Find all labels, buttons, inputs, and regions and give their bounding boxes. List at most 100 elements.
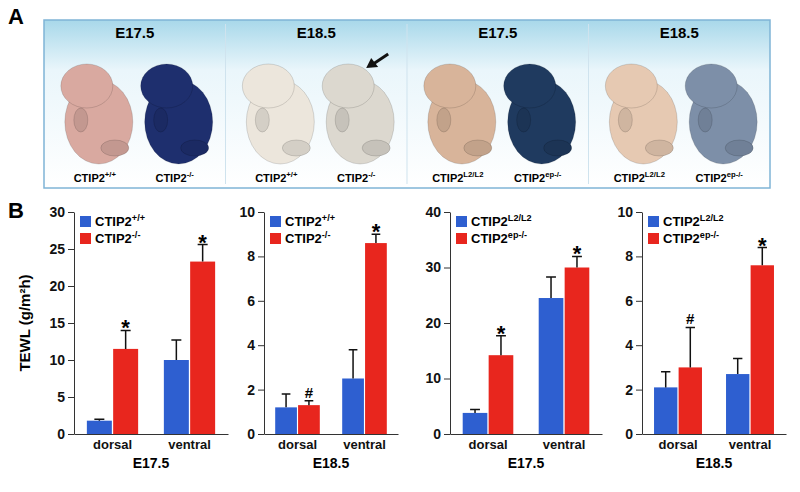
sample-label: CTIP2ep-/- (695, 170, 743, 184)
x-tick: ventral (168, 434, 211, 452)
bar (463, 413, 488, 434)
y-tick-label: 0 (247, 426, 255, 442)
arrow-head (366, 58, 378, 68)
panel-divider (588, 24, 589, 184)
figure: AE17.5CTIP2+/+CTIP2-/-E18.5CTIP2+/+CTIP2… (0, 0, 800, 492)
legend-label: CTIP2ep-/- (663, 230, 719, 246)
y-tick-mark (68, 286, 74, 287)
legend-label: CTIP2-/- (285, 230, 330, 246)
significance-marker: # (686, 310, 695, 327)
error-bar (171, 340, 181, 360)
y-tick: 20 (49, 278, 74, 294)
embryo-limb (362, 140, 390, 156)
y-tick: 2 (247, 382, 264, 398)
y-tick-label: 10 (425, 370, 441, 386)
embryo-limb (335, 108, 349, 132)
bar (190, 262, 215, 434)
panel-label: B (8, 198, 24, 223)
y-tick: 8 (625, 248, 642, 264)
y-axis-line (642, 213, 643, 435)
y-tick-mark (444, 212, 450, 213)
y-tick-label: 0 (57, 426, 65, 442)
x-tick-label: ventral (543, 437, 586, 452)
y-tick-label: 10 (239, 204, 255, 220)
embryo-limb (181, 140, 209, 156)
x-tick: ventral (543, 434, 586, 452)
x-tick-label: ventral (729, 437, 772, 452)
legend-label: CTIP2+/+ (285, 213, 335, 229)
panel-divider (225, 24, 226, 184)
y-tick: 4 (247, 337, 264, 353)
x-tick: ventral (729, 434, 772, 452)
y-tick-label: 4 (247, 337, 255, 353)
embryo-photo (61, 64, 133, 164)
embryo-limb (74, 108, 88, 132)
y-tick-label: 20 (49, 278, 65, 294)
y-axis-line (264, 213, 265, 435)
embryo-limb (437, 108, 451, 132)
embryo-photo (242, 64, 314, 164)
error-bar (349, 350, 358, 379)
plot-area (463, 256, 590, 434)
embryo-limb (544, 140, 572, 156)
sample-label: CTIP2ep-/- (514, 170, 562, 184)
y-tick: 30 (425, 259, 450, 275)
y-tick-label: 2 (247, 382, 255, 398)
y-tick-mark (636, 390, 642, 391)
y-tick: 8 (247, 248, 264, 264)
y-tick-mark (68, 212, 74, 213)
error-bar (733, 359, 742, 375)
legend: CTIP2L2/L2CTIP2ep-/- (456, 213, 532, 246)
y-tick-label: 6 (625, 293, 633, 309)
y-tick-mark (636, 301, 642, 302)
y-tick-mark (68, 397, 74, 398)
bar (751, 265, 774, 434)
x-tick: dorsal (658, 434, 697, 452)
embryo-photo (605, 64, 677, 164)
x-axis: dorsal ventral (643, 434, 787, 452)
y-tick: 0 (247, 426, 264, 442)
y-tick-mark (444, 323, 450, 324)
x-tick-label: dorsal (468, 437, 507, 452)
embryo-photo (322, 54, 394, 164)
y-tick-mark (68, 360, 74, 361)
y-tick-mark (258, 434, 264, 435)
significance-marker: * (372, 219, 381, 244)
stage-label: E17.5 (478, 24, 517, 41)
y-tick: 40 (425, 204, 450, 220)
embryo-limb (517, 108, 531, 132)
bar (539, 298, 564, 434)
legend: CTIP2+/+CTIP2-/- (270, 213, 335, 246)
embryo-limb (645, 140, 673, 156)
y-tick: 10 (617, 204, 642, 220)
plot-area (275, 234, 387, 434)
legend-label: CTIP2ep-/- (471, 230, 527, 246)
bar (726, 374, 749, 434)
bar (565, 268, 590, 435)
y-tick-label: 0 (433, 426, 441, 442)
y-tick-label: 8 (625, 248, 633, 264)
y-tick-mark (444, 434, 450, 435)
y-tick-label: 0 (625, 426, 633, 442)
y-tick: 4 (625, 337, 642, 353)
x-axis-line (451, 434, 603, 435)
chart: 010203040dorsalventralE17.5**CTIP2L2/L2C… (425, 204, 602, 471)
y-tick: 15 (49, 315, 74, 331)
x-tick: dorsal (93, 434, 132, 452)
embryo-limb (464, 140, 492, 156)
y-tick: 0 (625, 426, 642, 442)
x-tick: dorsal (278, 434, 317, 452)
legend-entry: CTIP2-/- (80, 230, 140, 246)
chart: 0246810dorsalventralE18.5#*CTIP2L2/L2CTI… (617, 204, 786, 471)
embryo-limb (282, 140, 310, 156)
legend-swatch (456, 216, 467, 227)
legend-swatch (270, 233, 281, 244)
y-axis: 0246810 (617, 204, 642, 442)
y-tick-label: 10 (49, 352, 65, 368)
error-bar (546, 277, 556, 298)
embryo-limb (154, 108, 168, 132)
x-axis-line (75, 434, 229, 435)
legend-swatch (270, 216, 281, 227)
x-tick-label: dorsal (93, 437, 132, 452)
error-bar (661, 372, 670, 388)
